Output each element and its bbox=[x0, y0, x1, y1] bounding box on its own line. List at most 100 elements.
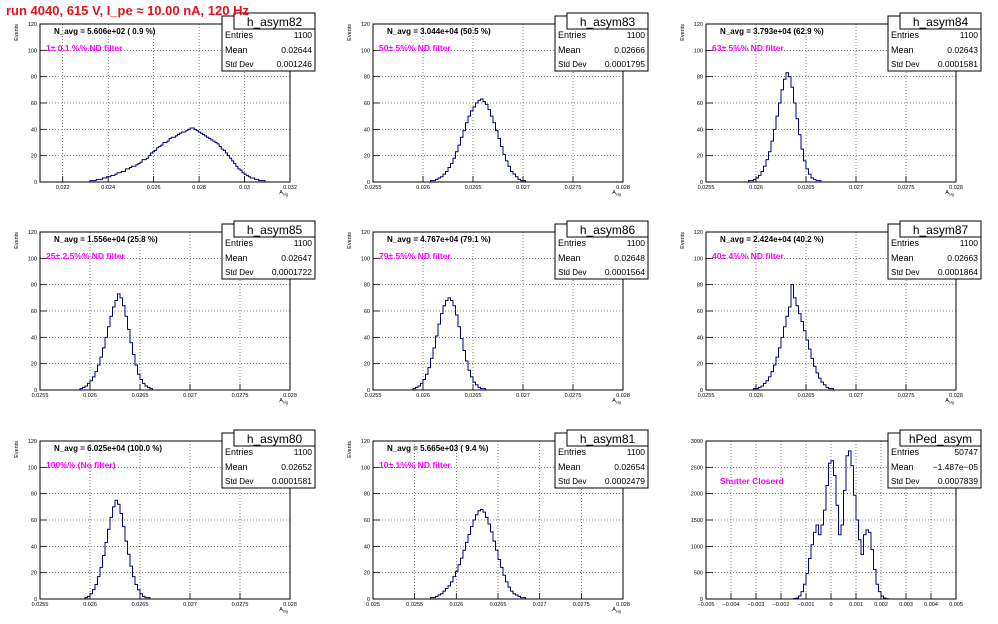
x-tick-label: 0.026 bbox=[83, 393, 97, 399]
y-tick-label: 20 bbox=[31, 571, 37, 577]
x-tick-label: 0.0275 bbox=[565, 393, 582, 399]
stat-label: Mean bbox=[225, 462, 248, 472]
y-tick-label: 20 bbox=[364, 571, 370, 577]
y-tick-label: 120 bbox=[361, 22, 370, 28]
stat-label: Entries bbox=[558, 238, 587, 248]
x-axis-label: Asig bbox=[279, 607, 288, 614]
x-tick-label: 0.0265 bbox=[465, 393, 482, 399]
y-tick-label: 100 bbox=[28, 48, 37, 54]
histogram-name: h_asym82 bbox=[247, 15, 303, 29]
navg-label: N_avg = 5.606e+02 ( 0.9 %) bbox=[54, 27, 156, 36]
y-tick-label: 0 bbox=[367, 180, 370, 186]
stat-value: 0.02652 bbox=[281, 462, 312, 472]
stat-value: 0.02644 bbox=[281, 45, 312, 55]
y-tick-label: 40 bbox=[364, 544, 370, 550]
histogram-name: h_asym80 bbox=[247, 432, 303, 446]
y-tick-label: 40 bbox=[697, 335, 703, 341]
y-tick-label: 80 bbox=[364, 283, 370, 289]
panel-hPed_asym: 0 500 1000 1500 2000 2500 3000 −0.005 −0.004 −0.0… bbox=[691, 429, 982, 608]
stat-label: Std Dev bbox=[891, 268, 919, 277]
y-tick-label: 120 bbox=[28, 22, 37, 28]
stat-value: 1100 bbox=[627, 30, 646, 40]
filter-label: 50± 5%% ND filter bbox=[379, 43, 451, 53]
filter-label: 1± 0.1 %% ND filter bbox=[46, 43, 123, 53]
stat-label: Mean bbox=[891, 462, 914, 472]
y-tick-label: 20 bbox=[697, 362, 703, 368]
stat-value: 0.02663 bbox=[947, 253, 978, 263]
stat-label: Mean bbox=[558, 253, 581, 263]
y-tick-label: 60 bbox=[31, 518, 37, 524]
x-tick-label: 0.027 bbox=[849, 393, 863, 399]
stat-value: 0.02643 bbox=[947, 45, 978, 55]
x-tick-label: 0.0265 bbox=[798, 393, 815, 399]
panel-h_asym81: 0 20 40 60 80 100 120 0.025 0.0255 0.026 0.0265 0.0… bbox=[347, 429, 649, 614]
histogram-series bbox=[706, 72, 956, 183]
navg-label: N_avg = 2.424e+04 (40.2 %) bbox=[720, 235, 824, 244]
y-tick-label: 40 bbox=[697, 127, 703, 133]
navg-label: N_avg = 6.025e+04 (100.0 %) bbox=[54, 444, 162, 453]
y-tick-label: 20 bbox=[364, 362, 370, 368]
stat-label: Std Dev bbox=[558, 60, 586, 69]
stat-label: Std Dev bbox=[558, 268, 586, 277]
panel-h_asym82: 0 20 40 60 80 100 120 0.022 0.024 0.026 0.028 0.03 0… bbox=[14, 12, 316, 197]
y-tick-label: 1000 bbox=[691, 544, 703, 550]
x-tick-label: 0.0255 bbox=[406, 602, 423, 608]
stat-value: 0.02647 bbox=[281, 253, 312, 263]
y-tick-label: 80 bbox=[364, 492, 370, 498]
histogram-name: h_asym86 bbox=[580, 223, 636, 237]
x-tick-label: 0.027 bbox=[516, 393, 530, 399]
x-tick-label: 0.0265 bbox=[132, 602, 149, 608]
x-tick-label: 0.028 bbox=[616, 602, 630, 608]
x-tick-label: 0.026 bbox=[749, 393, 763, 399]
histogram-name: hPed_asym bbox=[909, 432, 972, 446]
x-tick-label: 0.027 bbox=[183, 393, 197, 399]
x-axis-label: Asig bbox=[612, 398, 621, 405]
x-tick-label: 0.028 bbox=[949, 185, 963, 191]
x-tick-label: 0.0255 bbox=[32, 602, 49, 608]
x-tick-label: −0.002 bbox=[773, 602, 790, 608]
y-tick-label: 3000 bbox=[691, 439, 703, 445]
x-tick-label: 0.028 bbox=[283, 602, 297, 608]
navg-label: N_avg = 3.044e+04 (50.5 %) bbox=[387, 27, 491, 36]
y-tick-label: 100 bbox=[694, 256, 703, 262]
x-tick-label: 0.027 bbox=[849, 185, 863, 191]
y-tick-label: 2000 bbox=[691, 492, 703, 498]
x-tick-label: 0.0275 bbox=[232, 602, 249, 608]
x-tick-label: 0.005 bbox=[949, 602, 963, 608]
stat-label: Entries bbox=[225, 238, 254, 248]
y-tick-label: 40 bbox=[31, 127, 37, 133]
filter-label: 63± 5%% ND filter bbox=[712, 43, 784, 53]
y-tick-label: 40 bbox=[364, 335, 370, 341]
stat-label: Entries bbox=[891, 30, 920, 40]
stat-value: 1100 bbox=[960, 30, 979, 40]
x-tick-label: 0.026 bbox=[416, 393, 430, 399]
y-axis-label: Events bbox=[14, 232, 20, 249]
stat-label: Mean bbox=[558, 462, 581, 472]
x-tick-label: 0.003 bbox=[899, 602, 913, 608]
panel-h_asym85: 0 20 40 60 80 100 120 0.0255 0.026 0.0265 0.027 0.0… bbox=[14, 220, 316, 405]
histogram-name: h_asym84 bbox=[913, 15, 969, 29]
stat-value: 1100 bbox=[294, 30, 313, 40]
x-axis-label: Asig bbox=[612, 607, 621, 614]
histogram-name: h_asym83 bbox=[580, 15, 636, 29]
x-tick-label: 0.001 bbox=[849, 602, 863, 608]
y-tick-label: 80 bbox=[697, 283, 703, 289]
navg-label: N_avg = 1.556e+04 (25.8 %) bbox=[54, 235, 158, 244]
panel-h_asym87: 0 20 40 60 80 100 120 0.0255 0.026 0.0265 0.027 0.0… bbox=[680, 220, 982, 405]
stat-value: 0.0001581 bbox=[938, 59, 978, 69]
x-tick-label: 0.032 bbox=[283, 185, 297, 191]
navg-label: N_avg = 5.665e+03 ( 9.4 %) bbox=[387, 444, 489, 453]
y-axis-label: Events bbox=[680, 24, 686, 41]
x-tick-label: 0.03 bbox=[239, 185, 250, 191]
y-tick-label: 0 bbox=[700, 180, 703, 186]
navg-label: N_avg = 3.793e+04 (62.9 %) bbox=[720, 27, 824, 36]
y-tick-label: 40 bbox=[31, 335, 37, 341]
stat-label: Mean bbox=[225, 253, 248, 263]
y-tick-label: 100 bbox=[361, 48, 370, 54]
stat-value: 1100 bbox=[294, 238, 313, 248]
x-tick-label: 0.028 bbox=[192, 185, 206, 191]
stat-label: Std Dev bbox=[225, 268, 253, 277]
stat-value: 1100 bbox=[627, 238, 646, 248]
stat-label: Mean bbox=[891, 253, 914, 263]
